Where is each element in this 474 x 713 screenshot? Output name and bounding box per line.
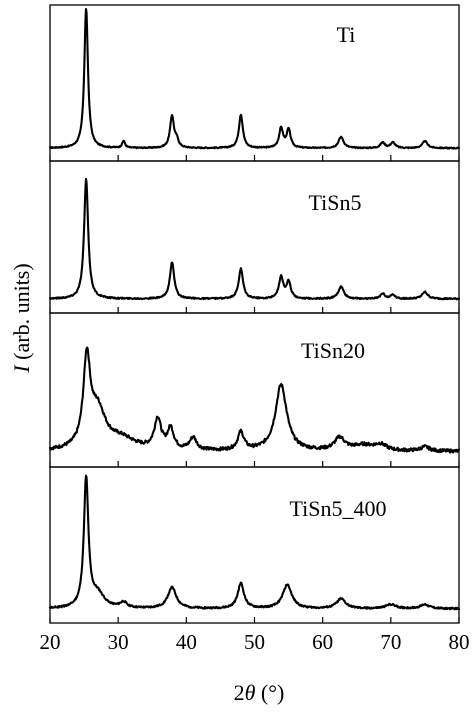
series-line <box>48 7 461 150</box>
series-line <box>48 474 461 611</box>
x-tick-label: 70 <box>380 630 401 654</box>
series-line <box>48 177 461 301</box>
x-tick-label: 20 <box>40 630 61 654</box>
series-label: TiSn5 <box>308 190 361 215</box>
y-axis-title: I (arb. units) <box>9 263 34 373</box>
panel-frame <box>49 466 460 624</box>
panel-ti: Ti <box>48 4 461 162</box>
series-label: TiSn20 <box>301 338 365 363</box>
chart-panels: Ti TiSn5 TiSn20 TiSn5_400 <box>48 4 461 624</box>
panel-tisn20: TiSn20 <box>48 312 461 468</box>
series-label: TiSn5_400 <box>289 496 386 521</box>
panel-frame <box>49 160 460 314</box>
x-tick-label: 40 <box>176 630 197 654</box>
x-axis-title: 2θ (°) <box>234 680 285 705</box>
series-label: Ti <box>337 22 356 47</box>
series-line <box>48 346 461 454</box>
x-tick-label: 50 <box>244 630 265 654</box>
panel-frame <box>49 4 460 162</box>
x-tick-label: 30 <box>108 630 129 654</box>
panel-tisn5: TiSn5 <box>48 160 461 314</box>
x-axis-ticks: 20 30 40 50 60 70 80 <box>40 630 470 654</box>
x-tick-label: 60 <box>312 630 333 654</box>
panel-tisn5-400: TiSn5_400 <box>48 466 461 624</box>
x-tick-label: 80 <box>449 630 470 654</box>
